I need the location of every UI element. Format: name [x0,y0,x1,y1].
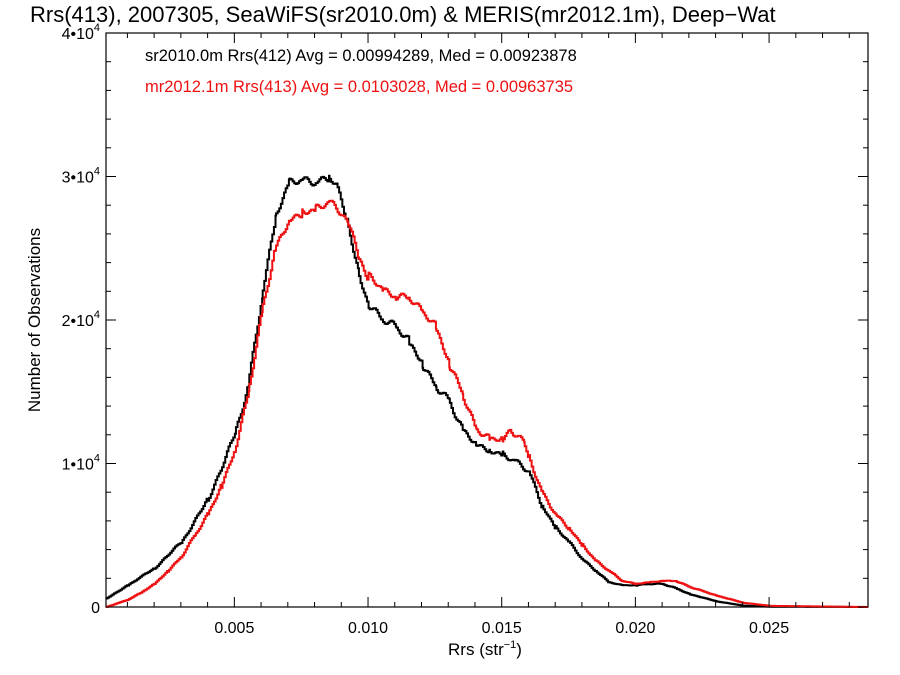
x-axis-label-end: ) [516,640,522,659]
annotation-series-2: mr2012.1m Rrs(413) Avg = 0.0103028, Med … [145,78,573,96]
ticks-group: 0.005 0.010 0.015 0.020 0.025 0 1•104 2•104 3•10… [62,22,868,637]
plot-area [105,32,869,608]
y-tick-label-2: 2•104 [62,309,100,330]
x-tick-label-4: 0.025 [749,620,789,637]
y-tick-label-0: 0 [91,600,100,617]
series-group [106,174,868,608]
series-1-line [106,174,868,608]
x-tick-label-0: 0.005 [214,620,254,637]
annotation-series-1: sr2010.0m Rrs(412) Avg = 0.00994289, Med… [145,47,577,65]
y-tick-label-4: 4•104 [62,22,100,43]
y-tick-label-1: 1•104 [62,453,100,474]
x-tick-label-3: 0.020 [615,620,655,637]
chart-title: Rrs(413), 2007305, SeaWiFS(sr2010.0m) & … [30,2,776,27]
x-tick-label-2: 0.015 [482,620,522,637]
x-tick-label-1: 0.010 [348,620,388,637]
x-axis-label: Rrs (str−1) [448,639,522,659]
y-axis-label: Number of Observations [25,228,44,412]
y-tick-label-3: 3•104 [62,166,100,187]
series-2-line [106,199,868,608]
x-axis-label-main: Rrs (str [448,640,504,659]
x-axis-label-sup: −1 [504,639,517,651]
plot-frame [105,32,869,608]
